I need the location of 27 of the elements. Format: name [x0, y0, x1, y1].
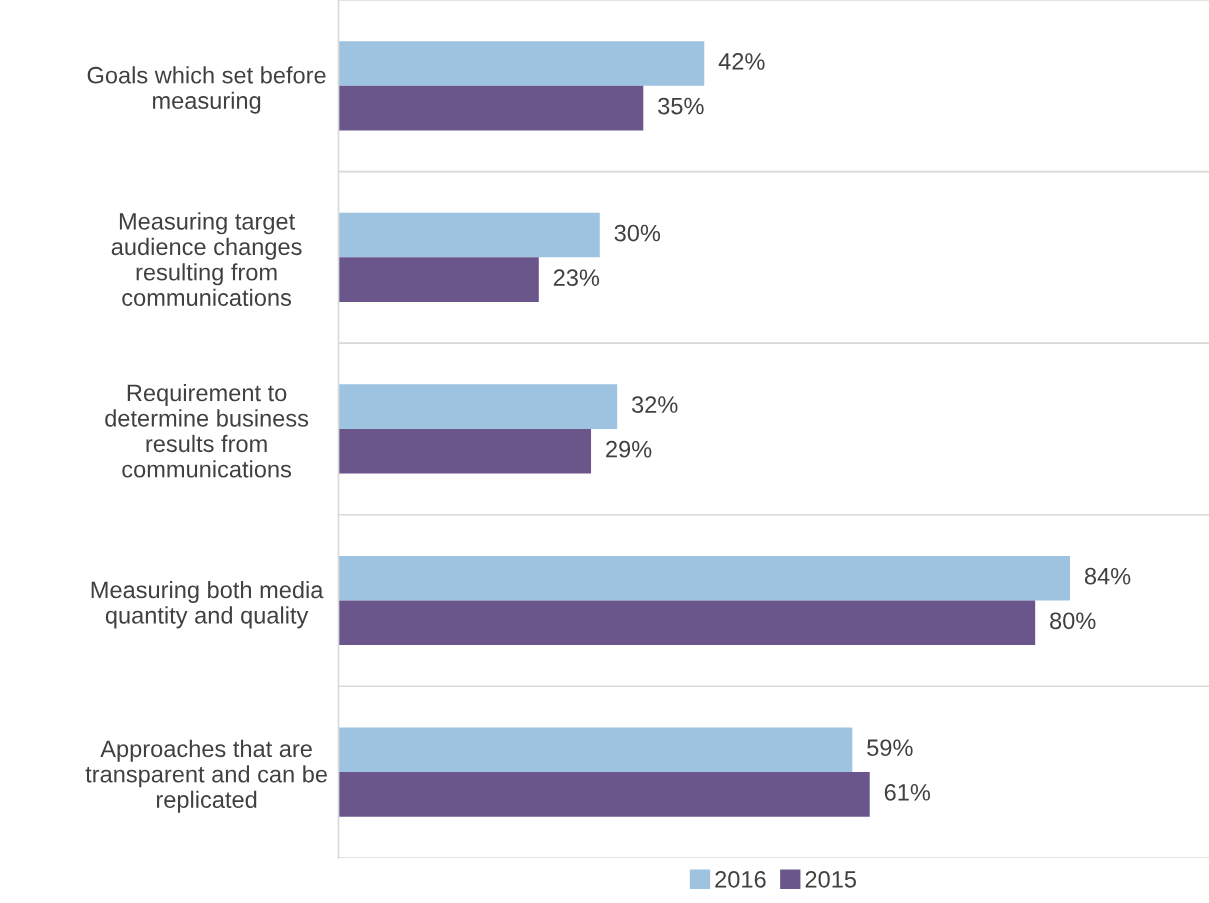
data-label: 32% [631, 396, 678, 413]
legend-label: 2015 [805, 870, 856, 888]
data-label: 30% [614, 224, 661, 242]
data-label: 61% [884, 783, 931, 801]
bar [338, 772, 870, 817]
bar [338, 85, 644, 131]
bar [338, 555, 1071, 601]
legend-label: 2016 [715, 870, 766, 888]
bar [338, 257, 539, 302]
bar [338, 727, 853, 773]
y-tick-label: Goals which set before measuring [87, 66, 326, 114]
bar [338, 384, 618, 429]
bar [338, 600, 1036, 646]
y-tick-label: Measuring target audience changes resulting from communications [111, 212, 302, 306]
data-label: 59% [867, 739, 913, 757]
bar [338, 212, 600, 258]
data-label: 29% [606, 440, 652, 458]
bar [338, 428, 592, 474]
data-label: 80% [1050, 612, 1096, 630]
y-tick-label: Measuring both media quantity and quality [91, 580, 324, 629]
data-label: 35% [658, 97, 704, 115]
y-tick-label: Approaches that are transparent and can be replicated [85, 739, 327, 813]
bar [338, 41, 705, 86]
data-label: 84% [1084, 567, 1131, 585]
data-label: 23% [553, 269, 600, 286]
data-label: 42% [718, 53, 765, 70]
y-tick-label: Requirement to determine business results from communications [105, 383, 309, 478]
